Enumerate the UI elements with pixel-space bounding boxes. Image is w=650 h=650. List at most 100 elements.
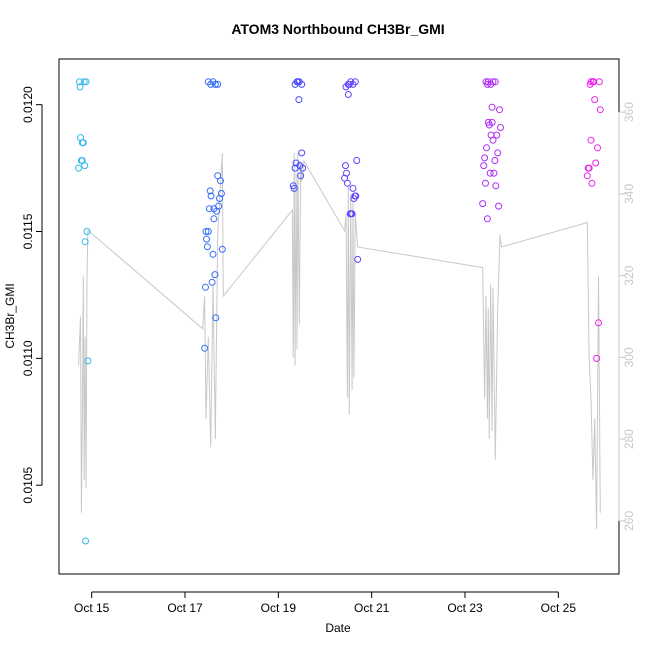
data-point — [492, 182, 500, 190]
data-point — [82, 537, 90, 545]
data-point — [206, 187, 214, 195]
data-point — [202, 228, 210, 235]
data-point — [354, 255, 362, 263]
secondary-series-layer — [78, 152, 601, 530]
y-tick-label: 0.0120 — [21, 86, 35, 123]
data-point — [480, 162, 488, 170]
data-point — [76, 83, 84, 91]
data-point — [290, 184, 298, 192]
data-point — [483, 215, 491, 223]
y-tick-label: 0.0110 — [21, 340, 35, 376]
data-point — [483, 144, 490, 152]
data-point — [482, 179, 489, 187]
data-point — [81, 238, 89, 246]
data-point — [297, 172, 305, 180]
data-point — [218, 245, 226, 253]
data-point — [83, 228, 91, 235]
data-point — [592, 159, 600, 167]
data-point — [204, 228, 212, 235]
plot-area — [58, 58, 620, 575]
data-point — [589, 78, 597, 86]
data-point — [483, 80, 491, 88]
data-point — [494, 149, 502, 157]
data-point — [209, 250, 217, 258]
y2-tick-label: 300 — [622, 347, 636, 367]
y-tick-label: 0.0105 — [21, 467, 35, 504]
data-point — [583, 172, 591, 180]
y-tick-label: 0.0115 — [21, 213, 35, 249]
x-tick-label: Oct 17 — [167, 601, 203, 615]
x-tick-label: Oct 19 — [261, 601, 297, 615]
data-point — [488, 118, 496, 126]
y-axis-left: 0.0105 0.0110 0.0115 0.0120 — [21, 86, 43, 504]
data-point — [491, 78, 499, 86]
data-point — [585, 164, 593, 172]
x-axis-label: Date — [325, 621, 351, 635]
chart-title: ATOM3 Northbound CH3Br_GMI — [231, 21, 444, 37]
data-point — [593, 354, 601, 362]
data-point — [490, 169, 498, 177]
y2-tick-label: 320 — [622, 265, 636, 285]
data-point — [76, 78, 83, 86]
data-point — [596, 106, 604, 114]
data-point — [344, 91, 352, 98]
data-point — [217, 190, 225, 197]
y2-tick-label: 360 — [622, 102, 636, 122]
data-point — [82, 78, 90, 86]
data-point — [496, 106, 503, 114]
data-point — [211, 271, 219, 279]
scatter-series-layer — [75, 78, 604, 545]
y2-tick-label: 280 — [622, 429, 636, 449]
data-point — [591, 96, 599, 104]
y-axis-right: 260 280 300 320 340 360 — [618, 102, 636, 531]
x-tick-label: Oct 15 — [74, 601, 110, 615]
data-point — [343, 169, 350, 177]
data-point — [208, 278, 216, 286]
x-tick-label: Oct 25 — [541, 601, 577, 615]
data-point — [295, 96, 303, 104]
data-point — [587, 136, 595, 144]
data-point — [75, 164, 83, 172]
secondary-series-line — [78, 152, 601, 530]
data-point — [201, 344, 209, 352]
data-point — [348, 210, 356, 218]
data-point — [594, 144, 601, 152]
data-point — [349, 184, 357, 192]
data-point — [217, 177, 224, 185]
data-point — [299, 164, 307, 172]
data-point — [202, 283, 209, 291]
data-point — [343, 179, 351, 187]
data-point — [588, 179, 596, 187]
y-axis-label: CH3Br_GMI — [3, 283, 17, 348]
data-point — [214, 172, 222, 180]
data-point — [205, 205, 213, 213]
data-point — [79, 139, 87, 147]
data-point — [479, 200, 487, 208]
data-point — [489, 78, 497, 86]
data-point — [298, 80, 306, 88]
data-point — [212, 314, 220, 322]
data-point — [215, 202, 223, 210]
data-point — [84, 357, 92, 365]
data-point — [353, 157, 361, 164]
data-point — [493, 131, 501, 139]
data-point — [203, 235, 210, 243]
data-point — [486, 169, 494, 177]
y2-tick-label: 260 — [622, 511, 636, 531]
data-point — [488, 103, 496, 111]
data-point — [481, 154, 489, 162]
data-point — [80, 78, 88, 86]
data-point — [489, 136, 497, 144]
y2-tick-label: 340 — [622, 184, 636, 204]
data-point — [203, 243, 211, 251]
data-point — [298, 149, 306, 157]
data-point — [211, 80, 219, 88]
data-point — [587, 78, 595, 86]
data-point — [78, 157, 86, 164]
data-point — [342, 83, 350, 91]
data-point — [214, 80, 222, 88]
x-tick-label: Oct 21 — [354, 601, 390, 615]
data-point — [342, 162, 349, 170]
data-point — [352, 192, 360, 200]
